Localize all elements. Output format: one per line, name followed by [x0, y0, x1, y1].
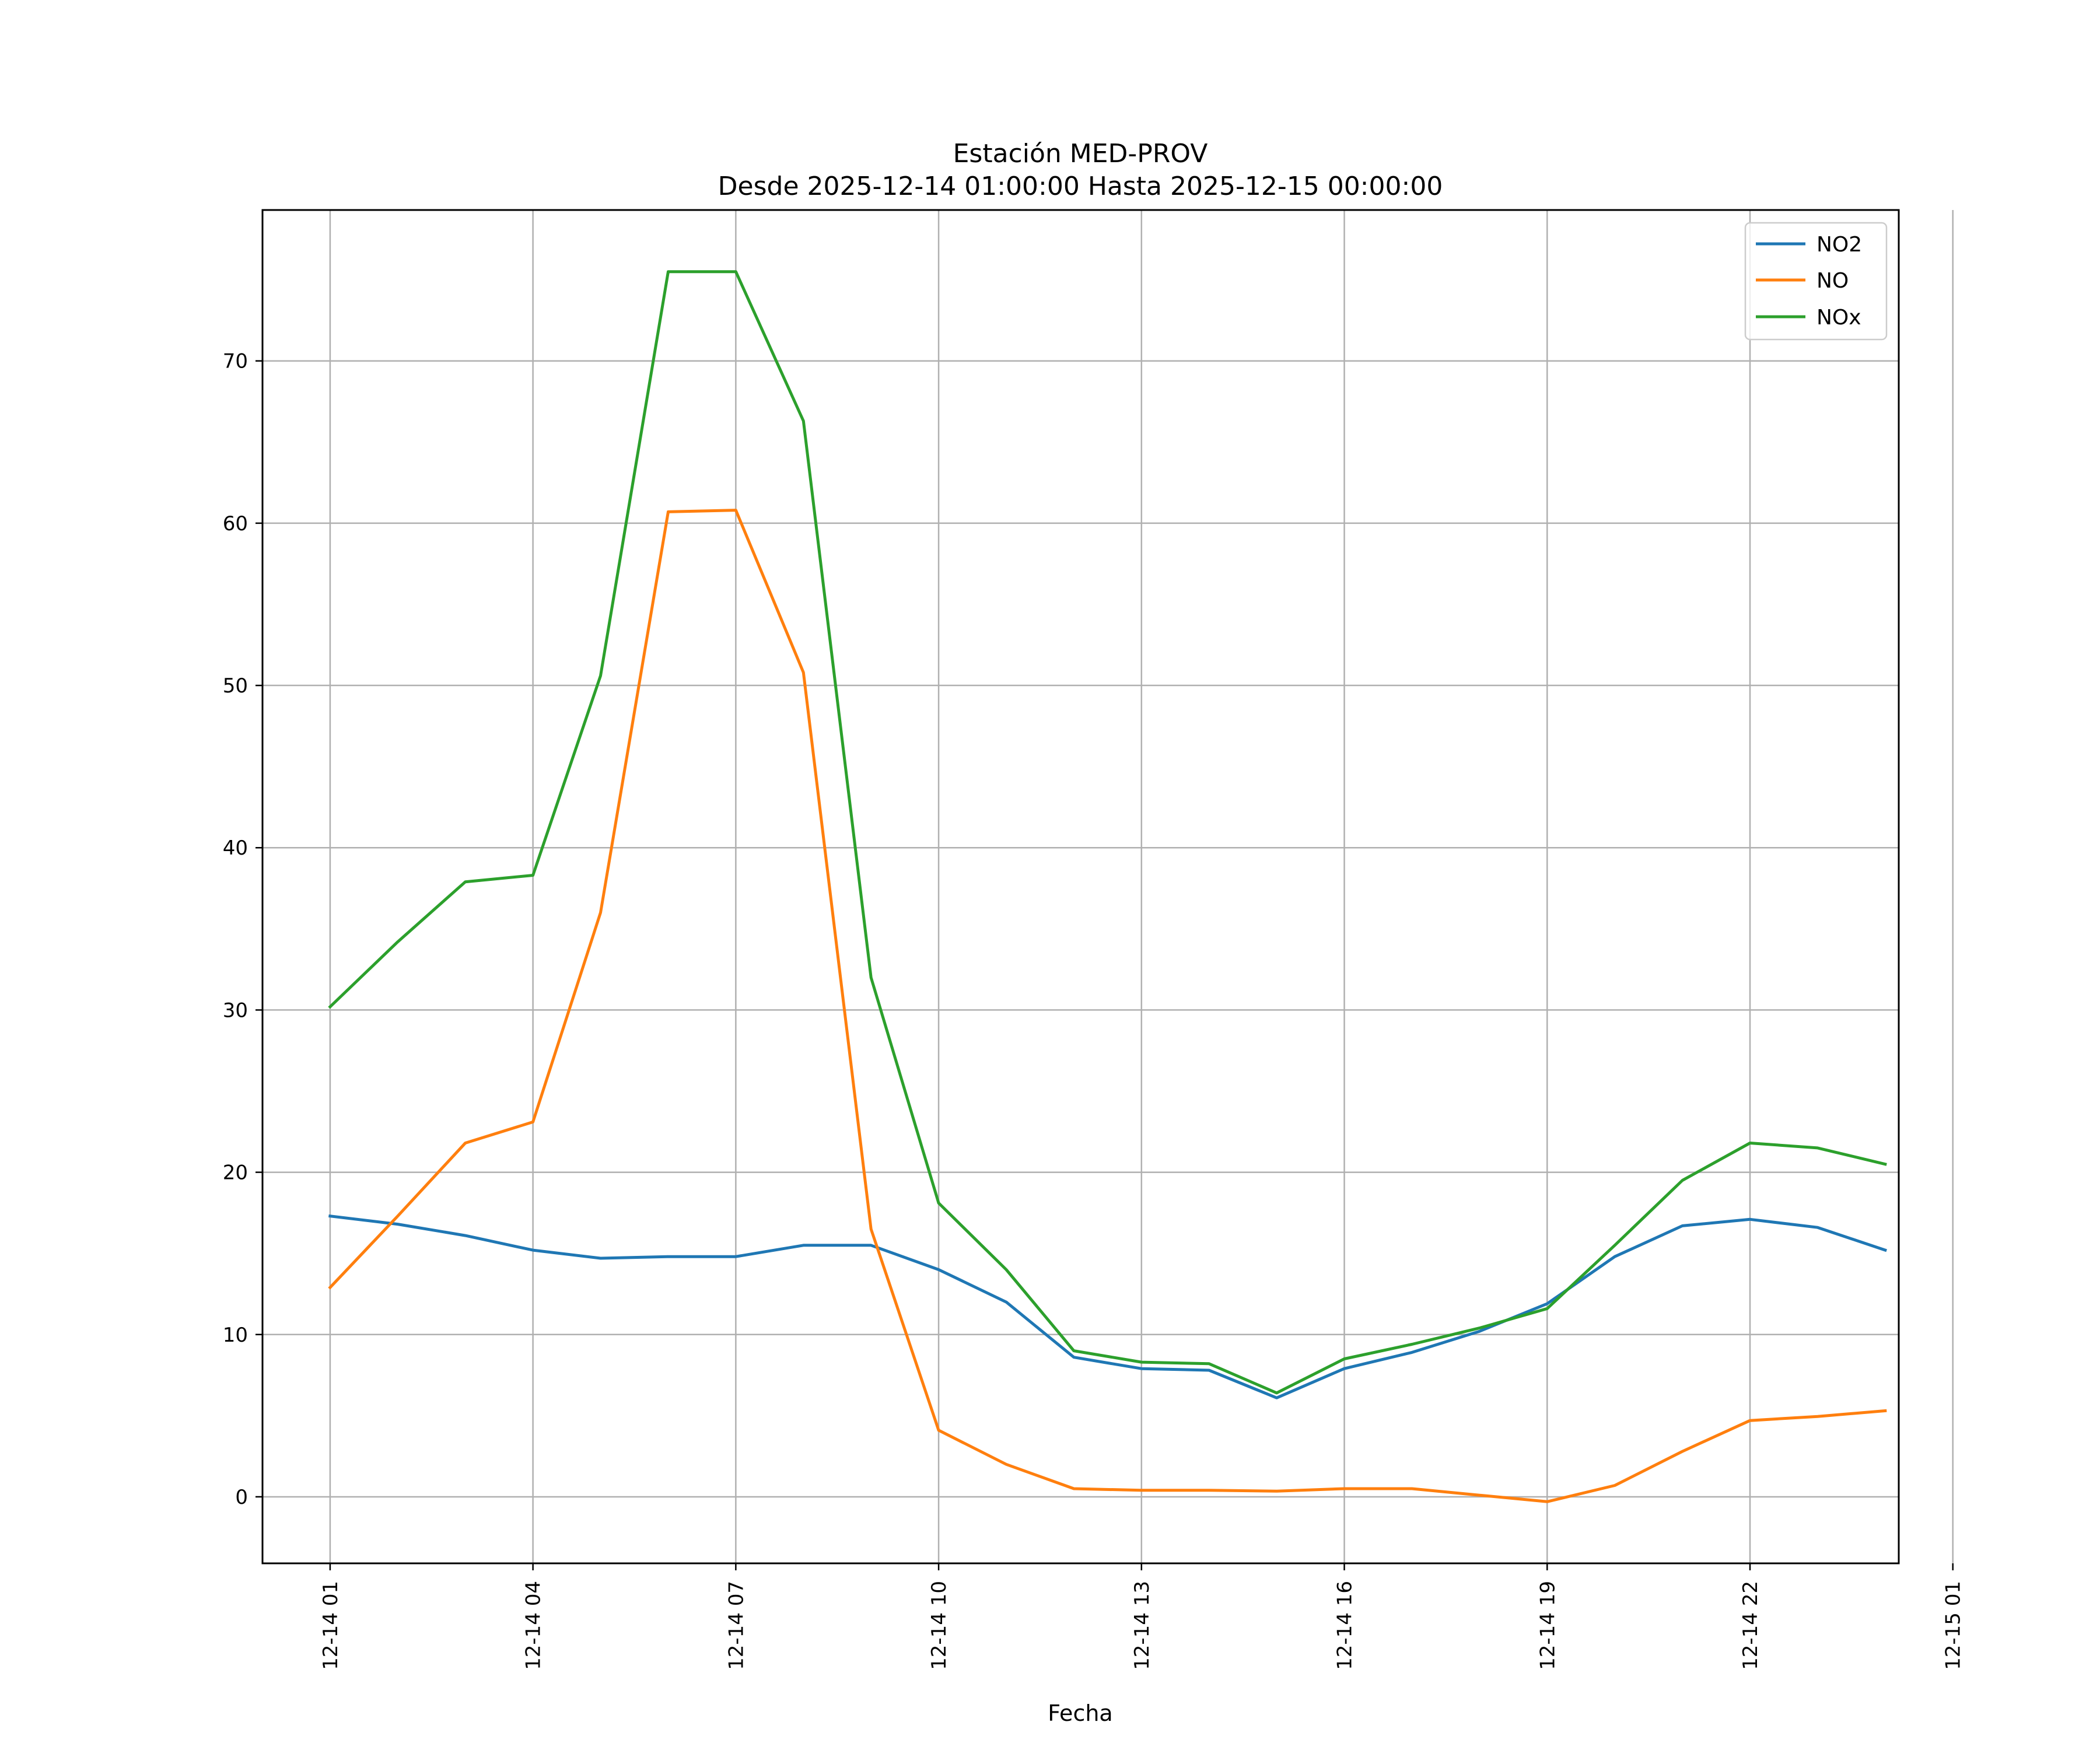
x-tick-label: 12-14 07: [724, 1581, 748, 1670]
series-line-no: [328, 509, 1887, 1503]
x-tick-label: 12-14 01: [319, 1581, 342, 1670]
y-tick-label: 20: [223, 1161, 248, 1185]
legend-label-no: NO: [1817, 269, 1849, 293]
x-axis-label: Fecha: [1048, 1700, 1112, 1726]
y-tick-label: 60: [223, 512, 248, 536]
x-tick-label: 12-14 22: [1739, 1581, 1762, 1670]
y-tick-label: 70: [223, 350, 248, 373]
x-tick-label: 12-14 10: [928, 1581, 951, 1670]
legend: NO2 NO NOx: [1744, 222, 1888, 341]
x-tick-label: 12-14 13: [1130, 1581, 1154, 1670]
series-line-nox: [328, 270, 1887, 1395]
series-line-no2: [328, 1214, 1887, 1399]
legend-box: [1744, 222, 1888, 341]
chart-title: Estación MED-PROV: [953, 139, 1208, 169]
x-tick-label: 12-14 16: [1334, 1581, 1357, 1670]
grid: [262, 210, 1954, 1563]
y-tick-label: 50: [223, 674, 248, 698]
series-layer: [328, 270, 1887, 1503]
plot-area-frame: [261, 209, 1900, 1564]
x-tick-label: 12-15 01: [1942, 1581, 1965, 1670]
x-tick-label: 12-14 19: [1536, 1581, 1559, 1670]
ticks: 0 10 20 30 40 50 60 70 12-14 01 12-14 04 12-14 07 1…: [223, 350, 1965, 1670]
y-tick-label: 0: [235, 1486, 248, 1509]
legend-label-no2: NO2: [1817, 233, 1862, 257]
x-tick-label: 12-14 04: [522, 1581, 545, 1670]
chart-subtitle: Desde 2025-12-14 01:00:00 Hasta 2025-12-…: [718, 172, 1443, 201]
legend-label-nox: NOx: [1817, 306, 1861, 330]
y-tick-label: 30: [223, 999, 248, 1022]
y-tick-label: 40: [223, 836, 248, 860]
y-tick-label: 10: [223, 1324, 248, 1347]
